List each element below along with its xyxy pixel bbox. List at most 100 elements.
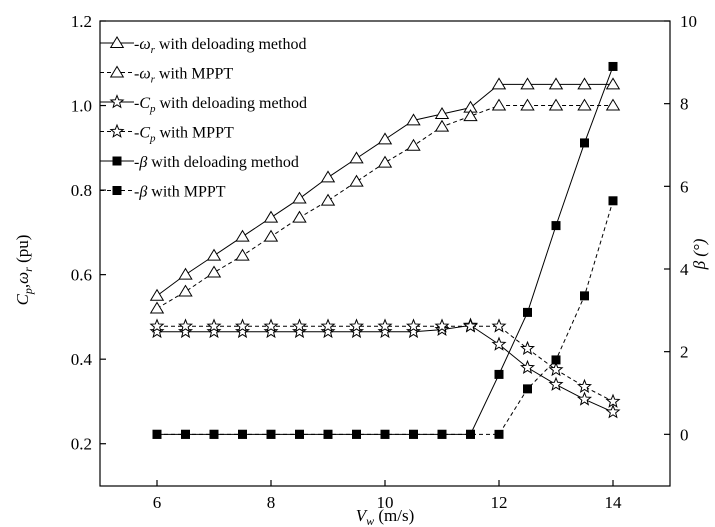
plot-frame [99, 20, 671, 487]
data-point [406, 323, 421, 339]
data-point [491, 98, 507, 111]
data-point [548, 98, 564, 111]
x-tick-label: 8 [267, 493, 276, 512]
series-1 [149, 98, 621, 314]
data-point [235, 248, 250, 261]
data-point [580, 291, 589, 301]
data-point [548, 361, 564, 377]
series-line [157, 200, 614, 435]
data-point [263, 210, 279, 223]
legend-label: -ωr with deloading method [134, 36, 306, 56]
data-point [551, 221, 561, 231]
y-right-tick-label: 6 [680, 177, 689, 196]
data-point [206, 323, 222, 339]
legend-marker [112, 186, 122, 195]
data-point [178, 267, 193, 280]
legend-label: -β with MPPT [134, 184, 226, 201]
data-point [320, 318, 336, 333]
data-point [434, 119, 450, 132]
data-point [149, 323, 165, 339]
data-point [434, 107, 450, 119]
y-right-tick-label: 8 [680, 95, 689, 114]
data-point [577, 378, 592, 394]
data-point [608, 61, 618, 71]
y-right-tick-label: 2 [680, 343, 689, 362]
data-point [149, 288, 165, 301]
y-right-tick-label: 10 [680, 12, 697, 31]
data-point [263, 229, 279, 242]
data-point [437, 429, 447, 439]
data-point [577, 98, 592, 111]
legend-label: -β with deloading method [134, 154, 299, 171]
data-point [178, 284, 193, 297]
legend-item: -Cp with MPPT [100, 123, 234, 145]
y-left-tick-label: 0.8 [71, 181, 92, 200]
y-left-tick-label: 1.0 [71, 97, 92, 116]
data-point [406, 138, 421, 151]
data-point [377, 132, 393, 145]
data-point [206, 318, 222, 333]
y-left-tick-label: 0.4 [71, 350, 93, 369]
data-point [463, 109, 478, 122]
legend-label: -ωr with MPPT [134, 66, 233, 86]
legend-label: -Cp with deloading method [134, 95, 307, 115]
legend-item: -ωr with MPPT [100, 66, 233, 86]
legend-marker [112, 156, 122, 166]
legend-item: -Cp with deloading method [100, 94, 307, 115]
data-point [520, 359, 535, 375]
data-point [551, 355, 561, 365]
y-left-tick-label: 0.2 [71, 435, 92, 454]
data-point [209, 429, 219, 439]
data-point [491, 77, 507, 90]
data-point [466, 429, 475, 439]
data-point [548, 77, 564, 90]
data-point [181, 429, 190, 439]
data-point [149, 318, 165, 333]
data-point [292, 318, 307, 333]
data-point [377, 155, 393, 168]
data-point [206, 248, 222, 261]
data-point [238, 429, 247, 439]
series-2 [149, 317, 621, 419]
data-point [548, 376, 564, 391]
legend-marker [109, 36, 125, 48]
data-point [377, 318, 393, 333]
data-point [266, 429, 276, 439]
data-point [149, 301, 165, 314]
x-tick-label: 10 [377, 493, 394, 512]
data-point [434, 318, 450, 333]
series-0 [149, 77, 621, 301]
data-point [608, 196, 618, 206]
data-point [409, 429, 418, 439]
legend: -ωr with deloading method -ωr with MPPT -C… [100, 36, 307, 201]
y-right-axis-label: β (°) [690, 238, 709, 270]
data-point [577, 77, 592, 90]
data-point [235, 318, 250, 333]
data-point [349, 151, 364, 164]
data-point [295, 429, 304, 439]
data-point [523, 307, 532, 317]
data-point [323, 429, 333, 439]
y-right-tick-label: 4 [680, 260, 689, 279]
data-point [520, 340, 535, 355]
y-right-tick-label: 0 [680, 425, 689, 444]
data-point [235, 323, 250, 339]
data-point [349, 174, 364, 187]
data-point [320, 323, 336, 339]
legend-item: -β with MPPT [100, 184, 226, 201]
data-point [206, 265, 222, 278]
data-point [463, 318, 478, 333]
data-point [178, 323, 193, 339]
legend-marker [109, 123, 125, 138]
data-point [349, 318, 364, 333]
data-point [605, 77, 621, 90]
data-point [292, 191, 307, 204]
data-point [520, 77, 535, 90]
data-point [523, 384, 532, 394]
data-point [605, 404, 621, 419]
data-point [494, 369, 504, 379]
data-point [263, 318, 279, 333]
x-tick-label: 12 [491, 493, 508, 512]
